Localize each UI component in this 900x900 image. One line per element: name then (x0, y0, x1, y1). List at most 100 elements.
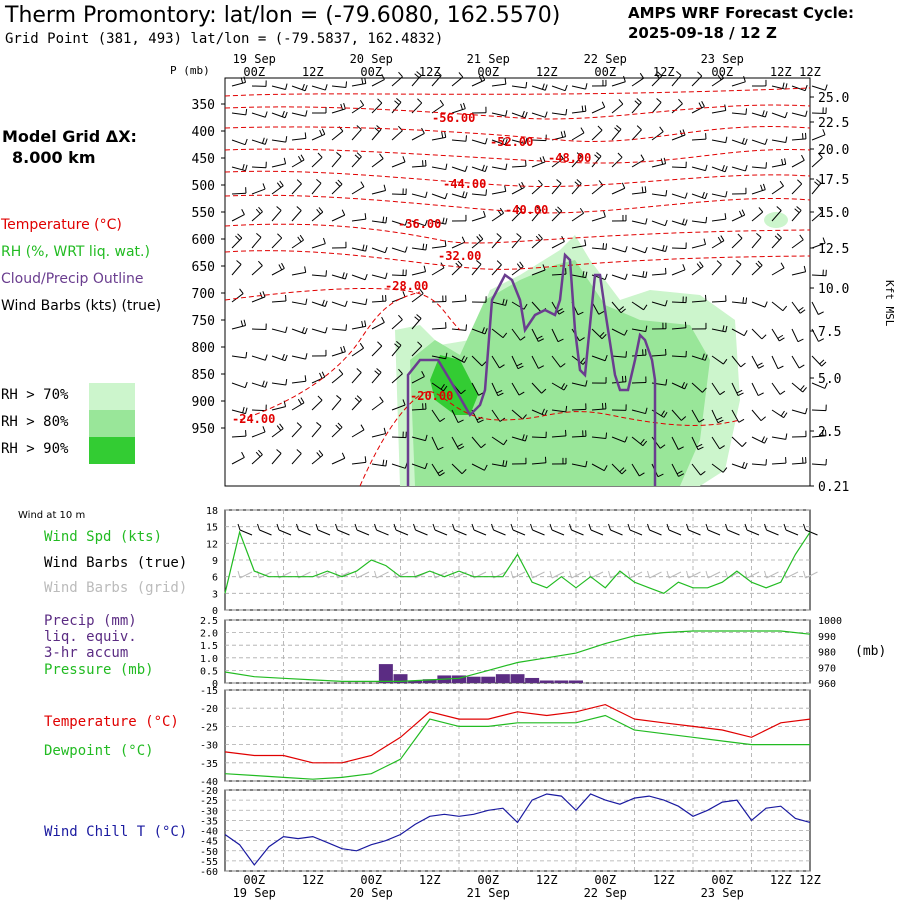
wind-barb (291, 154, 305, 168)
surface-wind-barb (432, 523, 448, 536)
y-tick-label: 1.0 (200, 654, 218, 665)
legend-dewpoint-line: Dewpoint (°C) (44, 743, 154, 759)
wind-barb (371, 216, 388, 224)
wind-barb (531, 179, 543, 195)
wind-barb (471, 210, 486, 222)
wind-barb (591, 101, 606, 114)
wind-barb (311, 450, 324, 465)
temperature-line (224, 703, 811, 764)
wind-barbs-layer (231, 71, 828, 478)
y-tick-label: -20 (200, 786, 218, 797)
y-tick-label: -20 (200, 704, 218, 715)
surface-wind-barb (315, 523, 331, 536)
wind-barb (551, 179, 562, 195)
wind-barb (811, 107, 827, 114)
wind-barb (471, 106, 487, 114)
surface-wind-barb (764, 523, 779, 536)
wind-barb (571, 239, 587, 249)
precip-bar (554, 680, 569, 683)
wind-barb (371, 459, 388, 467)
surface-wind-barb (608, 523, 623, 536)
time-tick-bottom: 00Z (594, 873, 616, 887)
wind-barb (271, 326, 288, 334)
wind-barb (731, 187, 747, 195)
rh70-patch (764, 212, 788, 228)
wind-barb (671, 98, 683, 114)
wind-barb (771, 433, 788, 440)
temperature-contours (224, 87, 811, 487)
temperature-contour-label: -56.00 (432, 111, 475, 125)
y-tick-label: -50 (200, 847, 218, 858)
wind-barb (811, 404, 827, 412)
wind-barb (511, 328, 526, 341)
pressure-tick-label: 970 (818, 663, 836, 674)
wind-barb (411, 265, 427, 276)
wind-barb (791, 110, 808, 118)
wind-barb (231, 351, 248, 359)
wind-barb (311, 152, 323, 168)
wind-barb (791, 179, 803, 195)
wind-barb (651, 348, 667, 357)
wind-barb (771, 233, 782, 249)
wind-barb (251, 404, 267, 412)
wind-barb (551, 84, 568, 92)
wind-barb (351, 125, 362, 141)
surface-wind-barb (491, 523, 506, 536)
legend-rh: RH (%, WRT liq. wat.) (1, 244, 150, 260)
surface-wind-barb (725, 523, 740, 536)
wind-barb (671, 71, 682, 87)
wind-barb (351, 152, 362, 168)
wind-barb (751, 260, 763, 276)
wind-barb (651, 219, 668, 227)
grid-wind-barb (374, 570, 389, 579)
dewpoint-line (224, 714, 810, 780)
wind-barb (251, 291, 266, 303)
wind-barb (471, 436, 486, 449)
wind-barb (731, 75, 746, 87)
y-tick-label: 0 (212, 679, 218, 690)
time-tick-bottom: 00Z (711, 873, 733, 887)
cloud-precip-outline (406, 252, 657, 486)
date-label-top: 19 Sep (233, 52, 276, 66)
wind-barb (411, 243, 428, 251)
wind-barb (351, 181, 365, 195)
height-tick-label: 17.5 (818, 173, 849, 188)
wind-barb (371, 153, 384, 168)
wind-barb (691, 322, 707, 330)
wind-barb (691, 261, 704, 276)
time-tick-bottom: 12Z (770, 873, 792, 887)
wind-barb (771, 180, 784, 195)
wind-barb (651, 98, 662, 114)
wind-barb (291, 422, 302, 438)
y-tick-label: -60 (200, 867, 218, 878)
wind-barb (491, 298, 508, 306)
wind-barb (531, 83, 548, 91)
wind-barb (711, 104, 727, 114)
wind-barb (711, 191, 728, 198)
grid-wind-barb (686, 570, 701, 579)
wind-barb (611, 375, 627, 384)
wind-barb (631, 186, 647, 195)
wind-barb (531, 382, 547, 394)
wind-barb (691, 436, 704, 451)
wind-barb (771, 111, 788, 119)
wind-barb (591, 328, 607, 340)
wind-barb (311, 371, 326, 384)
pressure-unit-label: (mb) (855, 644, 886, 659)
wind-barb (331, 103, 346, 114)
wind-barb (611, 404, 627, 411)
wind-barb (651, 300, 668, 307)
wind-barb (551, 153, 564, 168)
height-tick-label: 7.5 (818, 325, 841, 340)
pressure-tick-label: 600 (192, 233, 215, 248)
wind-barb (811, 301, 824, 315)
wind-barb (371, 396, 384, 411)
wind-barb (491, 328, 508, 339)
wind-barb (731, 260, 742, 276)
wind-barb (751, 162, 767, 169)
wind-barb (391, 125, 403, 141)
wind-barb (511, 81, 528, 89)
wind-barb (631, 463, 645, 477)
pressure-axis-title: P (mb) (170, 64, 210, 77)
wind-barb (331, 152, 342, 168)
